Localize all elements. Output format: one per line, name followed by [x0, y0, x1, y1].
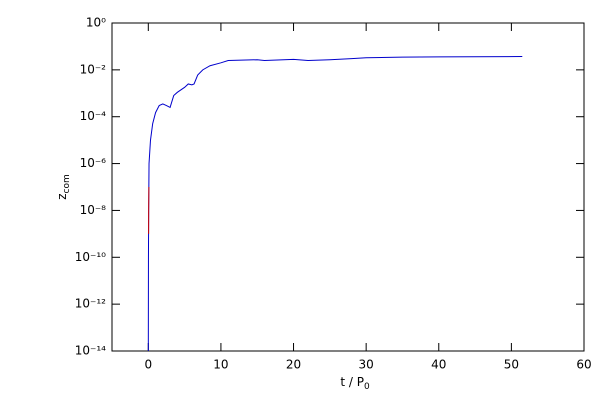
x-tick-label: 30: [359, 358, 374, 372]
y-tick-label: 10⁻⁸: [80, 203, 107, 217]
x-label-main: t / P: [340, 375, 364, 389]
x-tick-label: 0: [144, 358, 152, 372]
y-tick-label: 10⁻¹²: [75, 297, 106, 311]
y-tick-label: 10⁻⁴: [80, 109, 107, 123]
x-label-sub: 0: [364, 382, 370, 392]
x-axis-label: t / P0: [340, 375, 370, 392]
y-label-sub: com: [62, 174, 72, 193]
x-tick-label: 60: [576, 358, 591, 372]
x-tick-label: 40: [431, 358, 446, 372]
y-tick-label: 10⁻¹⁴: [75, 344, 106, 358]
y-axis-label: zcom: [55, 174, 72, 200]
data-line: [147, 56, 523, 352]
y-tick-label: 10⁻²: [80, 62, 107, 76]
x-tick-label: 10: [213, 358, 228, 372]
plot-frame: [111, 22, 585, 352]
y-label-main: z: [55, 193, 69, 199]
x-tick-label: 20: [286, 358, 301, 372]
y-tick-label: 10⁻⁶: [80, 156, 107, 170]
y-tick-label: 10⁻¹⁰: [75, 250, 106, 264]
x-tick-label: 50: [504, 358, 519, 372]
y-tick-label: 10⁰: [86, 16, 106, 30]
